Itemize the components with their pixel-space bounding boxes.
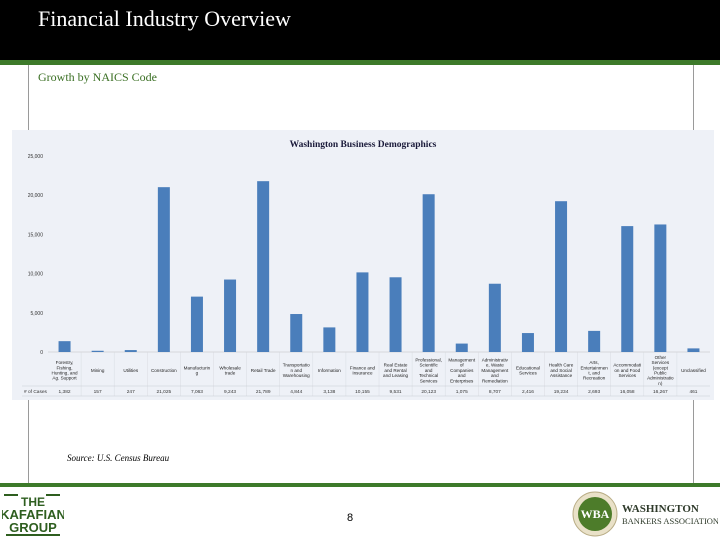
y-tick-label: 0 <box>40 350 43 356</box>
bar <box>124 350 137 352</box>
bar-chart: Washington Business Demographics 0 5,000 1… <box>12 130 714 400</box>
header-bar: Financial Industry Overview <box>0 0 720 60</box>
bar <box>521 333 534 352</box>
slide-title: Financial Industry Overview <box>38 6 291 31</box>
category-label: Other Services (except Public Administratio n… <box>647 355 674 386</box>
category-label: Real Estate and Rental and Leasing <box>383 363 408 378</box>
category-label: Management of Companies and Enterprises <box>448 358 476 384</box>
bar <box>58 341 71 352</box>
bottom-divider <box>0 483 720 487</box>
category-labels: Forestry, Fishing, Hunting, and Ag. Support… <box>52 352 706 396</box>
value-label: 9,531 <box>390 389 402 395</box>
bar <box>91 350 104 352</box>
category-label: Health Care and Social Assistance <box>549 363 574 378</box>
bar <box>157 187 170 352</box>
y-tick-label: 5,000 <box>30 311 43 317</box>
category-label: Forestry, Fishing, Hunting, and Ag. Support <box>52 360 78 381</box>
bar <box>555 201 568 352</box>
category-label: Administrativ e, Waste Management and Remedi… <box>481 358 509 384</box>
bar <box>257 181 270 352</box>
value-label: 1,382 <box>59 389 71 395</box>
value-label: 8,707 <box>489 389 501 395</box>
value-label: 2,416 <box>522 389 534 395</box>
bar <box>654 224 667 352</box>
wba-logo-graphic: WBA WASHINGTON BANKERS ASSOCIATION <box>572 491 719 537</box>
value-label: 1,075 <box>456 389 468 395</box>
category-label: Accommodati on and Food Services <box>613 363 641 378</box>
top-divider <box>0 60 720 65</box>
category-label: Unclassified <box>681 368 706 373</box>
category-label: Arts, Entertainmen t, and Recreation <box>580 360 608 381</box>
value-label: 9,243 <box>224 389 236 395</box>
bar <box>356 272 369 352</box>
wba-logo: WBA WASHINGTON BANKERS ASSOCIATION <box>570 490 719 538</box>
y-tick-label: 15,000 <box>28 232 44 238</box>
value-label: 21,789 <box>256 389 271 395</box>
bar <box>190 296 203 352</box>
category-label: Construction <box>151 368 177 373</box>
wba-line2: BANKERS ASSOCIATION <box>622 516 718 526</box>
category-label: Utilities <box>123 368 139 373</box>
bar <box>422 194 435 352</box>
category-label: Retail Trade <box>251 368 276 373</box>
value-label: 20,123 <box>421 389 436 395</box>
category-label: Wholesale trade <box>219 365 241 375</box>
value-label: 16,267 <box>653 389 668 395</box>
value-label: 247 <box>127 389 135 395</box>
bar <box>687 348 700 352</box>
category-label: Mining <box>91 368 105 373</box>
chart-container: Washington Business Demographics 0 5,000 1… <box>12 130 714 400</box>
bar <box>588 330 601 352</box>
bar <box>389 277 402 352</box>
bar <box>488 283 501 352</box>
kafafian-group-logo: THE KAFAFIAN GROUP <box>0 492 66 538</box>
y-tick-label: 20,000 <box>28 193 44 199</box>
table-row-label: # of Cases <box>24 389 48 395</box>
category-label: Transportatio n and Warehousing <box>283 363 310 378</box>
category-label: Manufacturin g <box>184 365 211 375</box>
chart-title: Washington Business Demographics <box>290 140 437 150</box>
value-label: 10,155 <box>355 389 370 395</box>
y-tick-label: 10,000 <box>28 272 44 278</box>
value-label: 461 <box>689 389 697 395</box>
slide-subtitle: Growth by NAICS Code <box>38 70 157 84</box>
bar <box>455 343 468 352</box>
y-tick-label: 25,000 <box>28 154 44 160</box>
value-label: 4,844 <box>290 389 302 395</box>
wba-badge-text: WBA <box>581 507 610 521</box>
category-label: Educational Services <box>516 365 540 375</box>
value-label: 3,138 <box>323 389 335 395</box>
bar <box>224 279 237 352</box>
kafafian-logo-graphic: THE KAFAFIAN GROUP <box>0 494 66 536</box>
bar <box>621 226 634 352</box>
svg-text:GROUP: GROUP <box>9 520 57 535</box>
value-label: 19,234 <box>554 389 569 395</box>
value-label: 157 <box>94 389 102 395</box>
page-number: 8 <box>347 512 354 524</box>
category-label: Finance and Insurance <box>350 365 376 375</box>
value-label: 21,025 <box>157 389 172 395</box>
value-table: # of Cases 1,382 157 247 21,025 7,063 9,243 21,… <box>22 385 710 397</box>
svg-text:THE: THE <box>21 495 45 509</box>
value-label: 16,058 <box>620 389 635 395</box>
bar <box>323 327 336 352</box>
svg-text:KAFAFIAN: KAFAFIAN <box>2 507 64 522</box>
bar-series <box>58 181 700 352</box>
source-note: Source: U.S. Census Bureau <box>67 453 170 463</box>
category-label: Professional, Scientific and Technical Servi… <box>415 358 442 384</box>
bar <box>290 314 303 352</box>
chart-background <box>12 130 714 400</box>
value-label: 2,693 <box>588 389 600 395</box>
wba-line1: WASHINGTON <box>622 503 699 515</box>
category-label: Information <box>318 368 341 373</box>
value-label: 7,063 <box>191 389 203 395</box>
